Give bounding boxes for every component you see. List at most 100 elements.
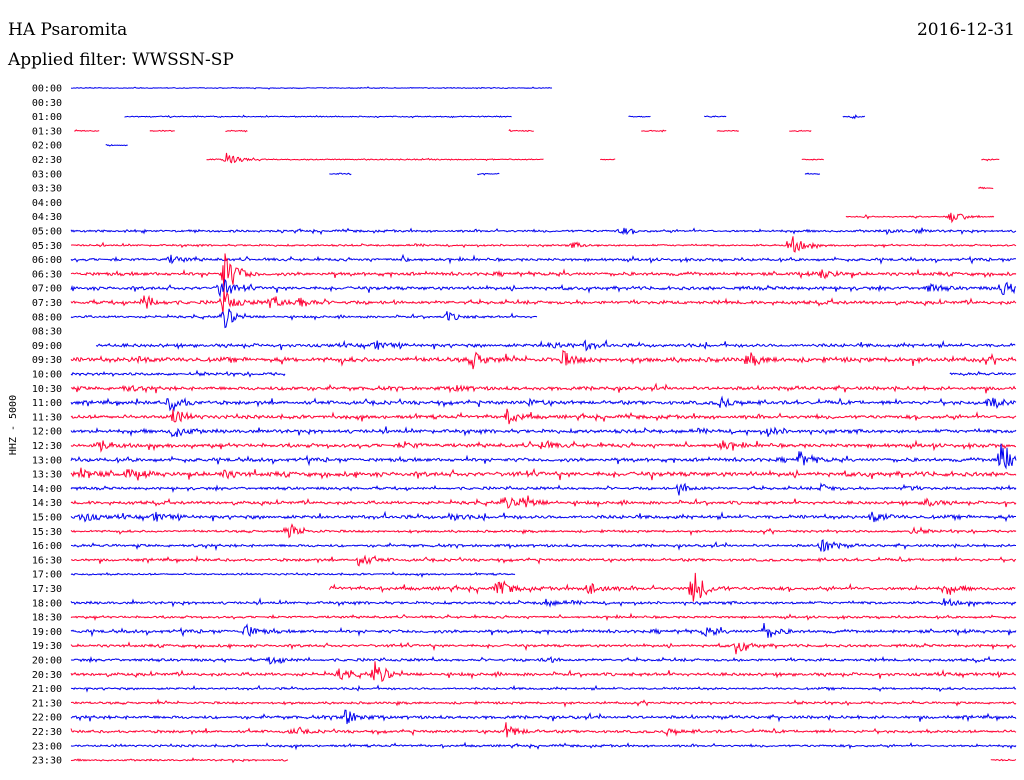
trace-23:00 — [70, 741, 1017, 751]
trace-03:30 — [978, 186, 994, 190]
trace-03:00 — [804, 172, 821, 175]
trace-14:30 — [70, 495, 1017, 509]
time-label: 08:00 — [32, 312, 62, 323]
date-label: 2016-12-31 — [916, 20, 1015, 40]
filter-label: Applied filter: WWSSN-SP — [8, 50, 234, 70]
trace-18:00 — [70, 597, 1017, 608]
trace-06:30 — [70, 253, 1017, 297]
station-title: HA Psaromita — [8, 20, 128, 40]
time-label: 03:30 — [32, 184, 62, 195]
trace-05:30 — [70, 236, 1017, 253]
trace-15:00 — [70, 510, 1016, 523]
time-label: 07:00 — [32, 284, 62, 295]
trace-20:30 — [70, 661, 1017, 683]
time-label: 19:30 — [32, 641, 62, 652]
trace-06:00 — [70, 253, 1017, 265]
trace-23:30 — [70, 757, 289, 764]
trace-18:30 — [70, 612, 1017, 622]
time-label: 16:00 — [32, 541, 62, 552]
trace-12:00 — [70, 426, 1017, 438]
trace-11:00 — [70, 395, 1017, 412]
time-label: 21:00 — [32, 684, 62, 695]
trace-13:00 — [70, 443, 1017, 470]
time-label: 17:00 — [32, 570, 62, 581]
trace-01:30 — [716, 129, 740, 132]
time-label: 08:30 — [32, 327, 62, 338]
time-label: 14:00 — [32, 484, 62, 495]
time-label: 22:00 — [32, 713, 62, 724]
trace-02:30 — [600, 158, 616, 161]
time-label: 13:30 — [32, 470, 62, 481]
time-label: 00:00 — [32, 84, 62, 95]
trace-10:00 — [949, 370, 1016, 377]
time-label: 02:30 — [32, 155, 62, 166]
time-label: 17:30 — [32, 584, 62, 595]
trace-20:00 — [70, 655, 1017, 665]
time-label: 10:30 — [32, 384, 62, 395]
trace-00:00 — [70, 86, 553, 90]
time-labels: 00:00 00:30 01:00 01:30 02:00 02:30 03:00 03:30… — [32, 84, 62, 767]
trace-07:30 — [70, 290, 1017, 315]
trace-01:30 — [149, 129, 175, 133]
time-label: 13:00 — [32, 455, 62, 466]
trace-21:00 — [70, 684, 1017, 693]
time-label: 00:30 — [32, 98, 62, 109]
time-label: 20:30 — [32, 670, 62, 681]
time-label: 23:00 — [32, 741, 62, 752]
trace-02:30 — [206, 152, 544, 164]
trace-01:30 — [789, 129, 812, 133]
time-label: 10:00 — [32, 370, 62, 381]
time-label: 21:30 — [32, 698, 62, 709]
trace-12:30 — [70, 439, 1016, 453]
time-label: 01:00 — [32, 112, 62, 123]
time-label: 15:00 — [32, 513, 62, 524]
traces — [70, 86, 1017, 764]
trace-10:30 — [70, 382, 1016, 394]
time-label: 05:30 — [32, 241, 62, 252]
trace-01:00 — [124, 114, 512, 119]
time-label: 06:30 — [32, 269, 62, 280]
time-label: 05:00 — [32, 227, 62, 238]
trace-01:30 — [225, 129, 248, 133]
trace-17:00 — [70, 571, 516, 578]
trace-03:00 — [329, 172, 352, 176]
time-label: 11:00 — [32, 398, 62, 409]
time-label: 14:30 — [32, 498, 62, 509]
trace-19:00 — [70, 623, 1017, 638]
time-label: 04:30 — [32, 212, 62, 223]
time-label: 22:30 — [32, 727, 62, 738]
time-label: 18:00 — [32, 598, 62, 609]
trace-19:30 — [70, 641, 1017, 655]
trace-02:30 — [981, 158, 1000, 162]
time-label: 11:30 — [32, 412, 62, 423]
trace-23:30 — [990, 758, 1017, 762]
time-label: 07:30 — [32, 298, 62, 309]
trace-16:00 — [70, 539, 1016, 553]
time-label: 20:00 — [32, 656, 62, 667]
trace-01:30 — [74, 129, 100, 132]
time-label: 15:30 — [32, 527, 62, 538]
trace-02:00 — [105, 144, 128, 147]
time-label: 01:30 — [32, 126, 62, 137]
time-label: 12:00 — [32, 427, 62, 438]
trace-22:00 — [70, 709, 1017, 725]
trace-01:00 — [628, 115, 651, 118]
trace-10:00 — [70, 369, 286, 378]
time-label: 12:30 — [32, 441, 62, 452]
time-label: 04:00 — [32, 198, 62, 209]
trace-15:30 — [70, 523, 1017, 539]
trace-04:30 — [845, 212, 995, 224]
time-label: 02:00 — [32, 141, 62, 152]
y-axis-label: HHZ - 5000 — [8, 395, 19, 455]
trace-01:00 — [842, 114, 866, 120]
trace-07:00 — [70, 278, 1017, 298]
trace-02:30 — [801, 158, 824, 161]
time-label: 06:00 — [32, 255, 62, 266]
trace-21:30 — [70, 698, 1017, 708]
trace-14:00 — [70, 482, 1017, 496]
trace-17:30 — [328, 572, 1016, 602]
trace-08:00 — [70, 308, 538, 329]
trace-09:00 — [95, 339, 1016, 352]
trace-03:00 — [477, 172, 500, 176]
